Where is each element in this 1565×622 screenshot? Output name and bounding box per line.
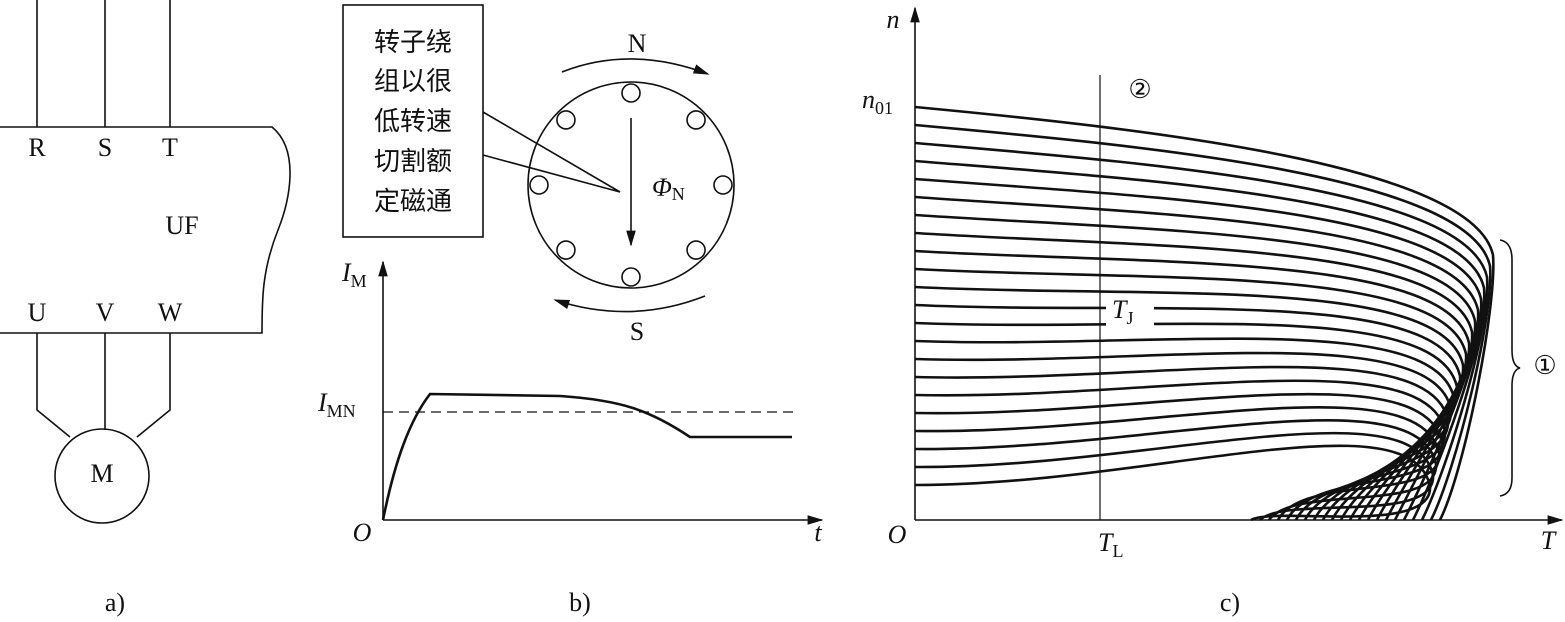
callout-text: 低转速	[374, 107, 452, 136]
pole-label: N	[628, 29, 647, 58]
slot	[713, 175, 733, 195]
load-torque-label: TL	[1098, 528, 1123, 561]
bracket	[1499, 239, 1521, 497]
caption: c)	[1220, 588, 1240, 617]
flux-label: ΦN	[652, 173, 685, 204]
mechanical-curves	[914, 105, 1495, 522]
current-curve	[381, 392, 792, 521]
curve	[914, 159, 1486, 521]
slot	[556, 110, 576, 130]
curve	[914, 123, 1492, 521]
callout-pointer	[482, 111, 621, 193]
unit-label: UF	[165, 211, 198, 240]
rotation-arrow	[561, 58, 710, 75]
callout-text: 组以很	[374, 67, 452, 96]
rotor-slots	[529, 83, 733, 287]
inverter-box	[0, 126, 291, 334]
curve	[914, 379, 1447, 521]
curve	[914, 406, 1441, 521]
rated-label: IMN	[317, 388, 356, 421]
curve	[914, 351, 1453, 521]
motor-label: M	[90, 459, 113, 488]
slot	[621, 267, 641, 287]
curve	[914, 141, 1489, 521]
terminal: S	[98, 133, 112, 162]
torque-label: TJ	[1112, 295, 1133, 328]
slot	[686, 110, 706, 130]
terminal: U	[28, 298, 47, 327]
callout-box	[342, 4, 484, 238]
panel-b: 转子绕 组以很 低转速 切割额 定磁通 ΦN N S IM IMN O t b)	[317, 4, 824, 617]
supply-lines	[36, 0, 171, 127]
origin: O	[888, 520, 907, 549]
terminal: V	[96, 298, 115, 327]
pole-label: S	[630, 317, 644, 346]
y-axis-label: IM	[341, 258, 367, 291]
slot	[556, 240, 576, 260]
curve	[914, 392, 1444, 521]
panel-a: R S T UF U V W M a)	[0, 0, 291, 617]
rotation-arrow	[553, 295, 706, 313]
marker: ②	[1128, 75, 1151, 104]
curve	[914, 444, 1432, 522]
motor-lines	[36, 333, 171, 438]
terminal: W	[158, 298, 183, 327]
terminal: R	[28, 133, 46, 162]
x-axis-label: t	[814, 518, 822, 547]
motor	[54, 428, 150, 524]
marker: ①	[1533, 351, 1556, 380]
x-axis-label: T	[1541, 526, 1557, 555]
slot	[529, 175, 549, 195]
caption: a)	[105, 588, 125, 617]
label-bg	[1106, 296, 1154, 332]
curve	[914, 105, 1495, 521]
sync-speed-label: n01	[862, 85, 893, 118]
curve	[914, 195, 1480, 521]
curve	[914, 321, 1459, 521]
slot	[686, 240, 706, 260]
curve	[914, 365, 1450, 521]
rotor	[527, 81, 735, 289]
origin: O	[353, 518, 372, 547]
callout-text: 切割额	[374, 147, 452, 176]
terminal: T	[162, 133, 178, 162]
caption: b)	[569, 588, 591, 617]
panel-c: n n01 ② TJ ① O TL T c)	[862, 5, 1564, 617]
callout-text: 转子绕	[374, 28, 452, 57]
slot	[621, 83, 641, 103]
callout-text: 定磁通	[374, 187, 452, 216]
curve	[914, 431, 1435, 522]
curve	[914, 419, 1438, 521]
y-axis-label: n	[887, 5, 900, 34]
